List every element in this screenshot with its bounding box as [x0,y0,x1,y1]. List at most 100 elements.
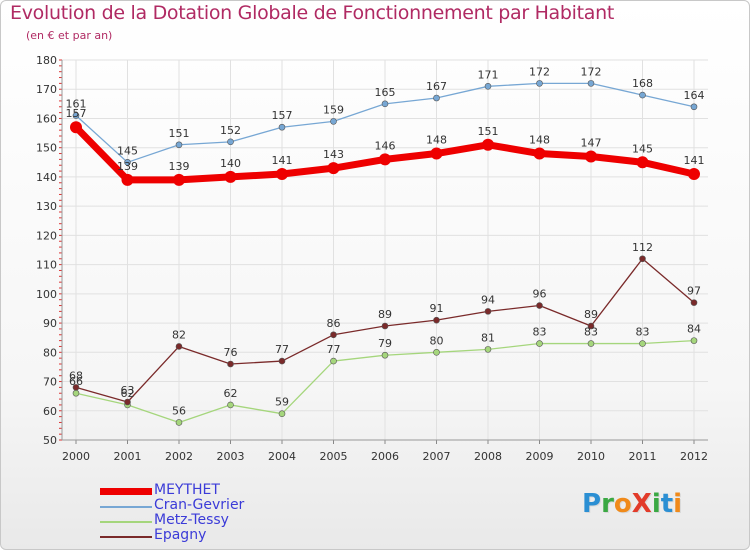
data-point-epagny [433,316,440,324]
data-label-cran-gevrier: 164 [684,89,705,102]
data-label-cran-gevrier: 165 [375,86,396,99]
data-point-metz-tessy [587,340,595,347]
y-tick-label: 130 [36,200,57,213]
proxiti-logo: ProXiti [582,489,682,519]
data-label-cran-gevrier: 172 [529,65,550,78]
data-label-epagny: 112 [632,241,653,254]
x-tick-label: 2000 [62,450,90,463]
y-tick-label: 160 [36,112,57,125]
data-point-cran-gevrier [227,138,234,146]
data-label-metz-tessy: 62 [121,387,135,400]
data-point-meythet [636,156,649,169]
y-tick-label: 180 [36,54,57,67]
data-label-meythet: 148 [426,134,447,147]
data-label-metz-tessy: 80 [430,334,444,347]
data-label-cran-gevrier: 171 [478,68,499,81]
logo-letter: P [582,489,602,519]
data-point-metz-tessy [433,349,440,356]
y-tick-label: 110 [36,259,57,272]
data-label-epagny: 89 [378,308,392,321]
data-point-cran-gevrier [124,159,131,166]
data-point-meythet [276,168,288,180]
data-point-meythet [173,173,185,186]
data-label-meythet: 147 [581,136,602,149]
y-tick-label: 150 [36,142,57,155]
x-tick-label: 2007 [423,450,451,463]
data-label-cran-gevrier: 172 [581,65,602,78]
data-point-epagny [587,322,595,330]
data-label-epagny: 89 [584,308,598,321]
y-tick-label: 90 [43,317,57,330]
chart-subtitle: (en € et par an) [26,29,113,42]
data-point-metz-tessy [381,351,389,359]
data-point-cran-gevrier [433,94,440,102]
data-point-cran-gevrier [587,80,595,87]
data-label-meythet: 141 [684,154,705,167]
logo-letter: o [613,489,632,519]
data-point-cran-gevrier [690,103,698,111]
logo-letter: t [660,489,674,519]
data-label-epagny: 63 [121,384,135,397]
data-point-meythet [121,173,134,186]
data-point-epagny [536,302,543,309]
data-point-metz-tessy [690,337,698,344]
data-point-meythet [482,138,494,151]
data-label-meythet: 141 [272,154,293,167]
logo-letter: i [651,489,661,519]
y-tick-label: 140 [36,171,57,184]
data-label-metz-tessy: 81 [481,331,495,344]
data-point-metz-tessy [175,419,183,426]
data-point-meythet [70,121,82,134]
series-layer [70,80,700,426]
data-label-epagny: 94 [481,293,495,306]
data-label-cran-gevrier: 145 [117,144,138,157]
logo-letter: r [601,489,614,519]
data-label-meythet: 145 [632,142,653,155]
legend-swatch [100,488,152,495]
data-point-cran-gevrier [72,112,80,119]
data-label-metz-tessy: 59 [275,396,289,409]
data-point-cran-gevrier [536,80,543,87]
data-point-epagny [278,357,286,365]
x-tick-label: 2009 [526,450,554,463]
y-tick-label: 60 [43,405,57,418]
legend-label: Cran-Gevrier [154,497,245,513]
data-label-meythet: 146 [375,139,396,152]
y-tick-label: 80 [43,346,57,359]
data-label-meythet: 148 [529,134,550,147]
data-label-meythet: 139 [169,160,190,173]
data-point-epagny [72,384,80,391]
data-point-epagny [227,360,234,368]
chart-title: Evolution de la Dotation Globale de Fonc… [10,2,615,24]
data-point-cran-gevrier [278,123,286,131]
logo-letter: i [673,489,683,519]
grid-lines [62,59,708,441]
data-point-metz-tessy [330,357,337,365]
data-label-metz-tessy: 79 [378,337,392,350]
x-tick-label: 2010 [577,450,605,463]
data-label-cran-gevrier: 157 [272,109,293,122]
data-point-epagny [175,343,183,350]
y-tick-label: 70 [43,376,57,389]
data-label-cran-gevrier: 168 [632,77,653,90]
y-tick-label: 170 [36,83,57,96]
data-point-meythet [688,168,700,180]
data-point-meythet [224,170,237,183]
data-point-meythet [430,147,443,160]
x-tick-label: 2012 [680,450,708,463]
data-label-metz-tessy: 83 [636,326,650,339]
data-point-metz-tessy [536,340,543,347]
x-tick-label: 2005 [320,450,348,463]
data-point-epagny [690,299,698,306]
data-point-metz-tessy [639,340,646,347]
data-label-cran-gevrier: 151 [169,127,190,140]
data-point-epagny [484,308,492,315]
x-tick-label: 2008 [474,450,502,463]
data-label-meythet: 151 [478,125,499,138]
data-label-epagny: 97 [687,285,701,298]
y-tick-label: 50 [43,434,57,447]
data-label-epagny: 91 [430,302,444,315]
data-label-metz-tessy: 84 [687,323,701,336]
data-point-meythet [533,147,546,160]
